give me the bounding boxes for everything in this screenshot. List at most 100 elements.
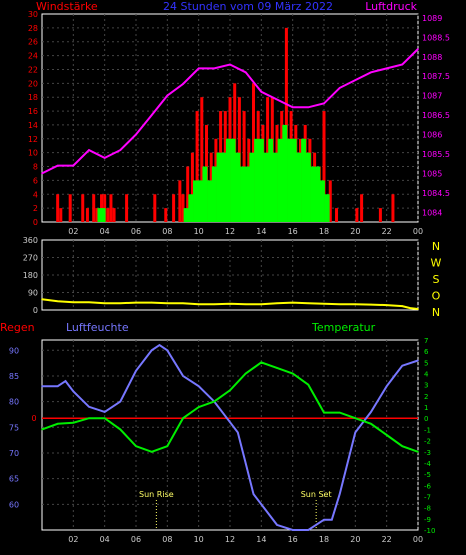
wind-average-bar xyxy=(197,180,203,222)
y-left-tick-label: 270 xyxy=(23,254,38,263)
humidity-point xyxy=(346,462,349,465)
pressure-point xyxy=(229,63,231,66)
humidity-point xyxy=(338,493,341,495)
humidity-point xyxy=(229,421,231,423)
wind-gust-bar xyxy=(85,208,89,222)
direction-letter-label: W xyxy=(431,257,442,270)
wind-direction-point xyxy=(276,302,278,304)
wind-direction-point xyxy=(409,307,411,309)
wind-direction-point xyxy=(229,302,231,305)
x-tick-label: 20 xyxy=(350,227,360,236)
wind-gust-bar xyxy=(172,194,176,222)
humidity-point xyxy=(393,375,396,377)
regen-label: Regen xyxy=(0,321,35,334)
x-tick-label: 02 xyxy=(68,227,78,236)
wind-average-bar xyxy=(301,138,307,222)
humidity-point xyxy=(88,405,90,408)
humidity-line xyxy=(42,343,419,531)
wind-direction-point xyxy=(213,303,216,305)
x-tick-label: 16 xyxy=(288,227,298,236)
wind-direction-point xyxy=(338,303,341,305)
x-tick-label: 10 xyxy=(194,535,204,544)
y-left-tick-label: 16 xyxy=(28,107,38,116)
y-right-tick-label: 2 xyxy=(424,393,428,401)
wind-gust-bar xyxy=(322,111,326,222)
x-tick-label: 08 xyxy=(162,535,172,544)
wind-direction-point xyxy=(291,301,294,304)
wind-gust-bar xyxy=(56,194,60,222)
y-right-tick-label: -5 xyxy=(424,471,431,479)
temperature-point xyxy=(401,445,404,447)
humidity-temperature-plot: 02 04 06 08 10 12 14 16 18 20 22 0060657075808590-1… xyxy=(9,337,436,544)
humidity-point xyxy=(158,344,161,346)
y-right-tick-label: 1084 xyxy=(422,208,442,217)
humidity-point xyxy=(64,380,67,382)
sunrise-label: Sun Rise xyxy=(139,490,174,499)
wind-gust-bar xyxy=(112,208,116,222)
x-tick-label: 16 xyxy=(288,535,298,544)
pressure-point xyxy=(88,149,90,151)
regen-zero-label: 0 xyxy=(31,414,36,423)
x-tick-label: 02 xyxy=(68,535,78,544)
x-tick-label: 14 xyxy=(256,535,266,544)
humidity-point xyxy=(260,503,263,506)
x-tick-label: 22 xyxy=(382,227,392,236)
temperature-point xyxy=(197,406,200,408)
y-left-tick-label: 18 xyxy=(28,93,38,102)
humidity-point xyxy=(276,524,278,526)
x-tick-label: 10 xyxy=(194,227,204,236)
pressure-point xyxy=(213,67,216,70)
humidity-point xyxy=(331,518,333,521)
pressure-point xyxy=(307,106,310,109)
y-right-tick-label: -9 xyxy=(424,516,431,524)
x-tick-label: 12 xyxy=(225,227,235,236)
y-right-tick-label: 1087 xyxy=(422,92,442,101)
y-left-tick-label: 90 xyxy=(9,346,19,355)
temperature-point xyxy=(150,450,153,453)
y-right-tick-label: 4 xyxy=(424,371,429,379)
wind-gust-bar xyxy=(153,194,157,222)
wind-gust-bar xyxy=(92,194,96,222)
wind-gust-bar xyxy=(178,180,182,222)
wind-direction-point xyxy=(307,302,310,304)
wind-pressure-plot: 02 04 06 08 10 12 14 16 18 20 22 000246810121416182… xyxy=(28,10,450,236)
temperature-point xyxy=(56,423,59,425)
y-left-tick-label: 60 xyxy=(9,500,19,509)
wind-gust-bar xyxy=(360,194,364,222)
humidity-point xyxy=(268,513,270,516)
temperature-point xyxy=(88,417,90,420)
temperature-point xyxy=(229,389,231,392)
sunset-label: Sun Set xyxy=(301,490,332,499)
wind-average-bar xyxy=(188,194,194,222)
wind-direction-point xyxy=(385,304,388,306)
wind-gust-bar xyxy=(81,194,85,222)
humidity-point xyxy=(370,411,372,413)
humidity-point xyxy=(150,349,153,352)
temperature-point xyxy=(354,417,357,420)
humidity-point xyxy=(119,400,122,403)
y-left-tick-label: 80 xyxy=(9,398,19,407)
temperature-point xyxy=(260,361,263,364)
temperature-point xyxy=(135,445,137,447)
humidity-point xyxy=(197,385,200,388)
x-tick-label: 06 xyxy=(131,535,141,544)
wind-average-bar xyxy=(244,166,250,222)
y-left-tick-label: 14 xyxy=(28,121,38,130)
wind-average-bar xyxy=(230,138,236,222)
wind-average-bar xyxy=(291,138,297,222)
temperature-point xyxy=(385,434,388,436)
y-left-tick-label: 0 xyxy=(33,218,38,227)
wind-gust-bar xyxy=(106,208,110,222)
wind-average-bar xyxy=(324,194,330,222)
wind-direction-point xyxy=(166,302,169,304)
temperature-point xyxy=(291,372,294,375)
wind-gust-bar xyxy=(335,208,339,222)
humidity-point xyxy=(291,529,294,531)
temperature-point xyxy=(338,411,341,414)
wind-gust-bar xyxy=(59,208,63,222)
pressure-point xyxy=(260,90,263,93)
chart-title: 24 Stunden vom 09 März 2022 xyxy=(163,0,333,13)
y-right-tick-label: 1088 xyxy=(422,53,442,62)
